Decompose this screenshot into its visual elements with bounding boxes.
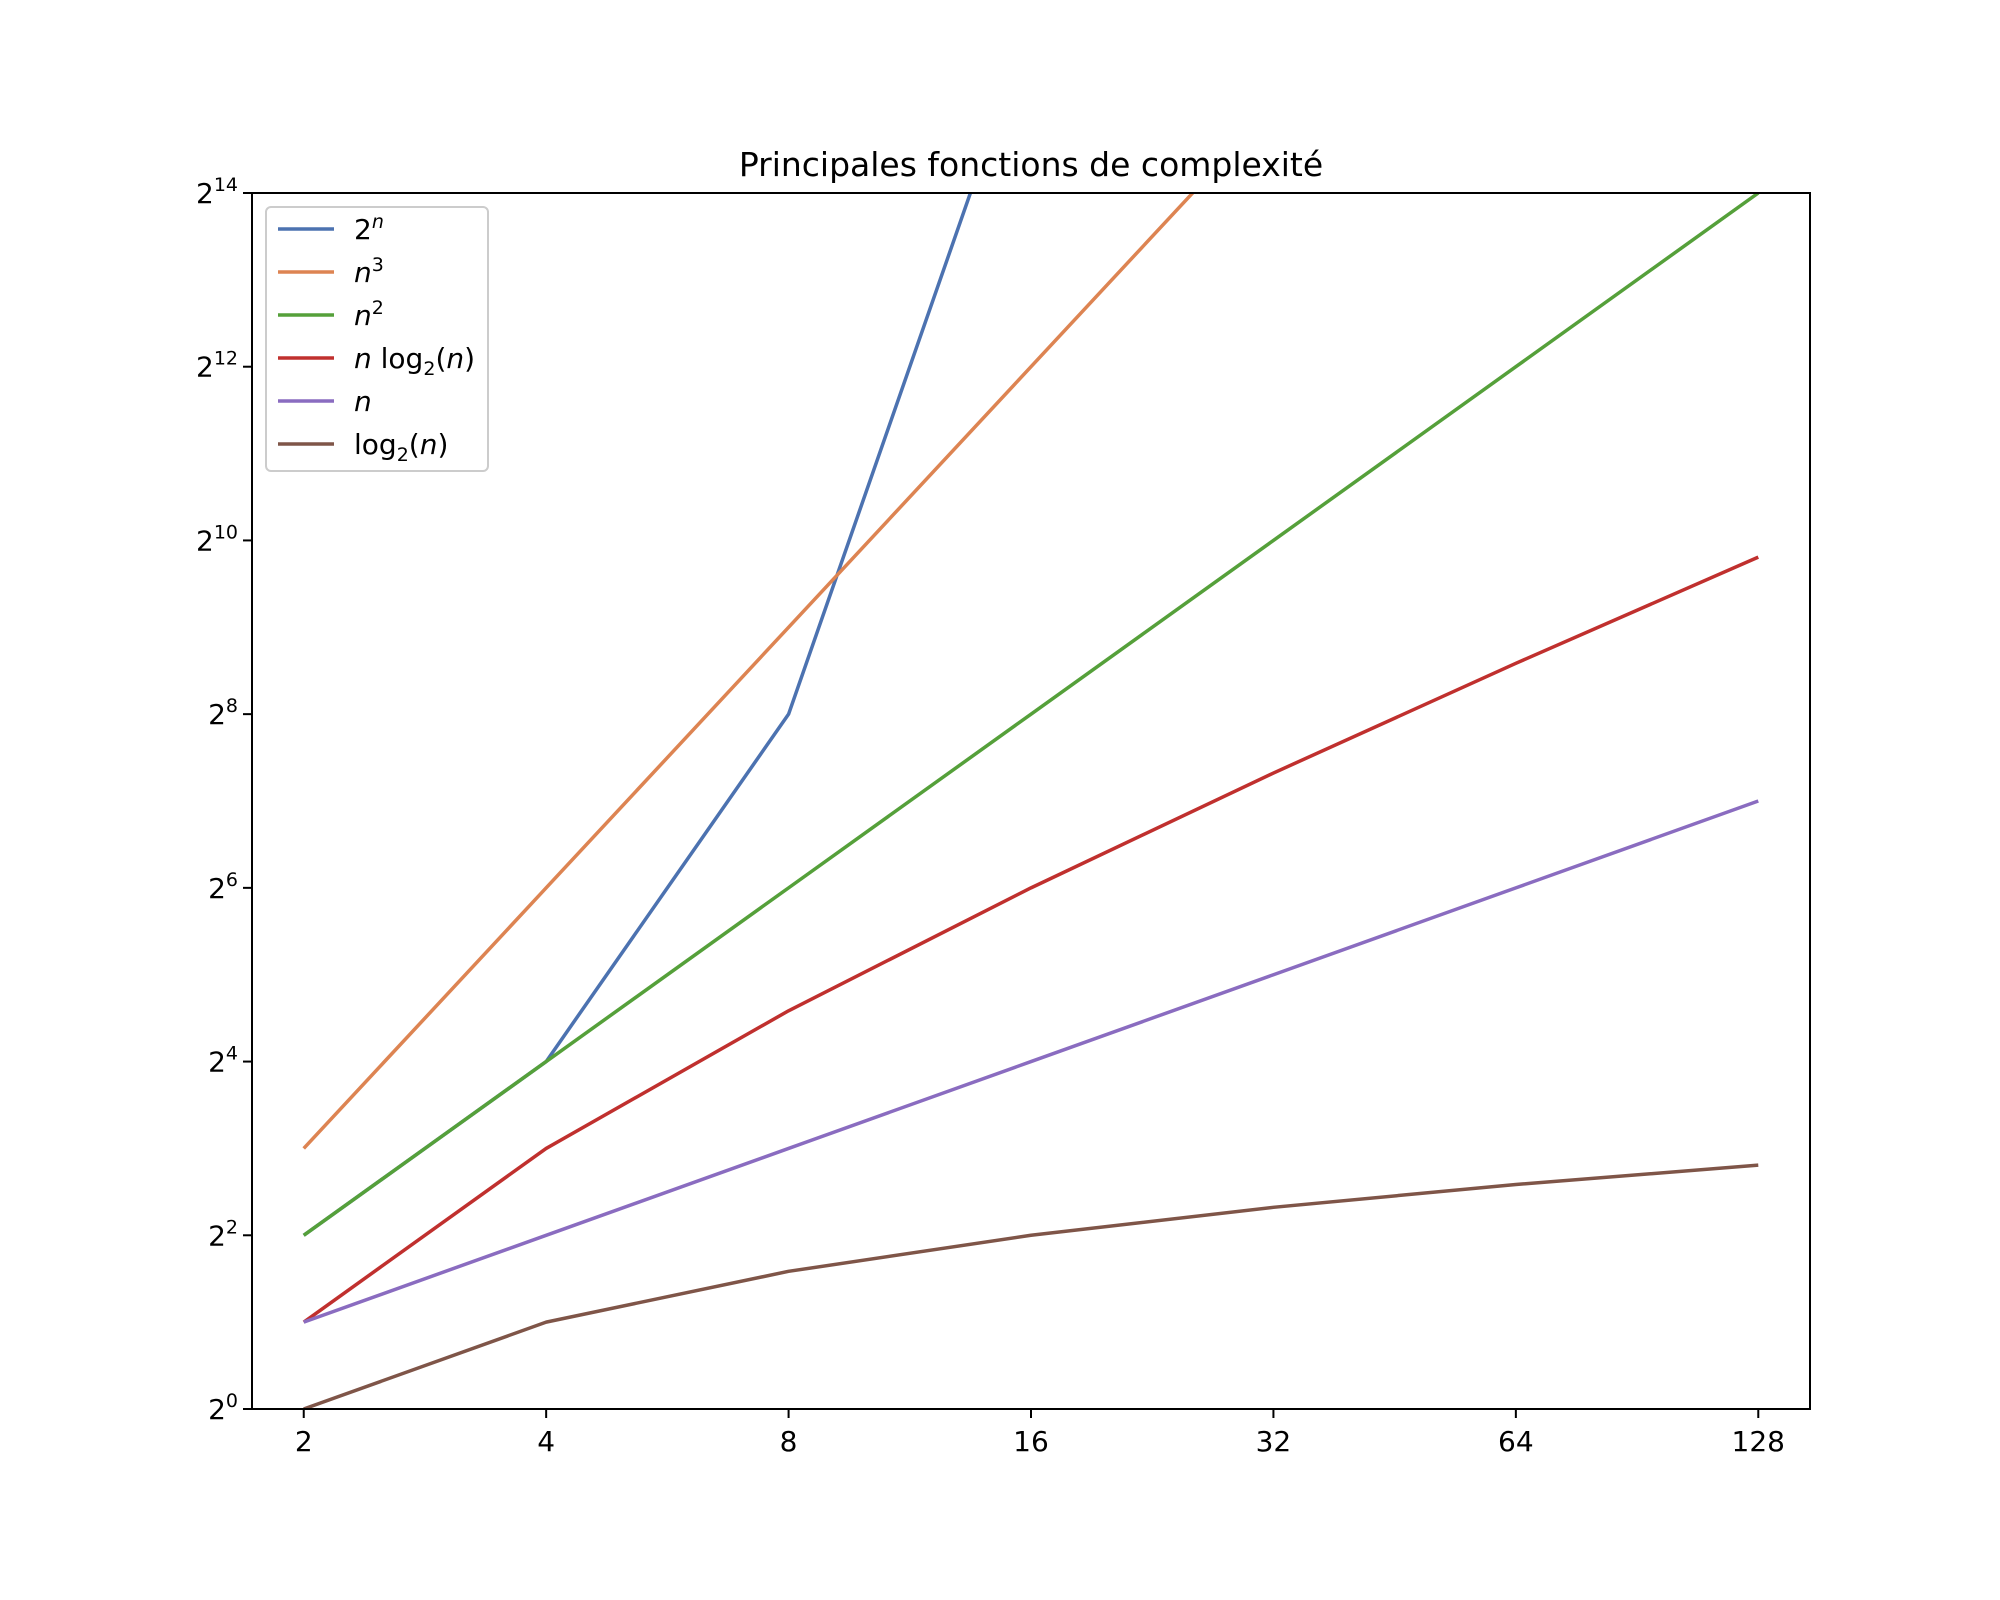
y-tick-label: 210 <box>196 521 238 557</box>
series-line-cube <box>302 193 1196 1150</box>
x-tick-label: 16 <box>1013 1425 1049 1458</box>
legend-item-linear: n <box>278 385 372 418</box>
legend-label: log2(n) <box>354 428 448 466</box>
x-tick-label: 64 <box>1498 1425 1534 1458</box>
x-tick-label: 4 <box>537 1425 555 1458</box>
legend-item-square: n2 <box>278 297 384 332</box>
y-tick-label: 20 <box>208 1390 238 1426</box>
series-line-log <box>303 1163 1759 1409</box>
legend-item-exp: 2n <box>278 211 384 246</box>
legend-label: n2 <box>354 297 384 332</box>
chart-title: Principales fonctions de complexité <box>739 145 1323 184</box>
y-tick-label: 214 <box>196 174 238 210</box>
x-tick-label: 2 <box>295 1425 313 1458</box>
y-tick-label: 26 <box>208 869 238 905</box>
legend: 2n n3 n2 n log2(n) n log2(n) <box>265 206 489 472</box>
y-tick-label: 28 <box>208 695 238 731</box>
series-layer <box>302 193 1760 1409</box>
x-tick-label: 32 <box>1256 1425 1292 1458</box>
legend-label: 2n <box>354 211 384 246</box>
legend-item-nlogn: n log2(n) <box>278 342 475 380</box>
series-line-square <box>302 193 1760 1237</box>
y-tick-label: 212 <box>196 348 238 384</box>
legend-label: n log2(n) <box>354 342 475 380</box>
series-line-nlogn <box>302 555 1759 1324</box>
legend-item-log: log2(n) <box>278 428 448 466</box>
x-tick-label: 8 <box>780 1425 798 1458</box>
y-tick-label: 22 <box>208 1216 238 1252</box>
series-line-exp <box>302 193 973 1237</box>
legend-label: n3 <box>354 254 384 289</box>
x-axis: 2 4 8 16 32 64 128 <box>295 1409 1785 1458</box>
series-line-linear <box>303 799 1759 1324</box>
y-axis: 20 22 24 26 28 210 212 214 <box>196 174 252 1426</box>
legend-item-cube: n3 <box>278 254 384 289</box>
x-tick-label: 128 <box>1732 1425 1785 1458</box>
y-tick-label: 24 <box>208 1043 238 1079</box>
legend-label: n <box>354 385 372 418</box>
